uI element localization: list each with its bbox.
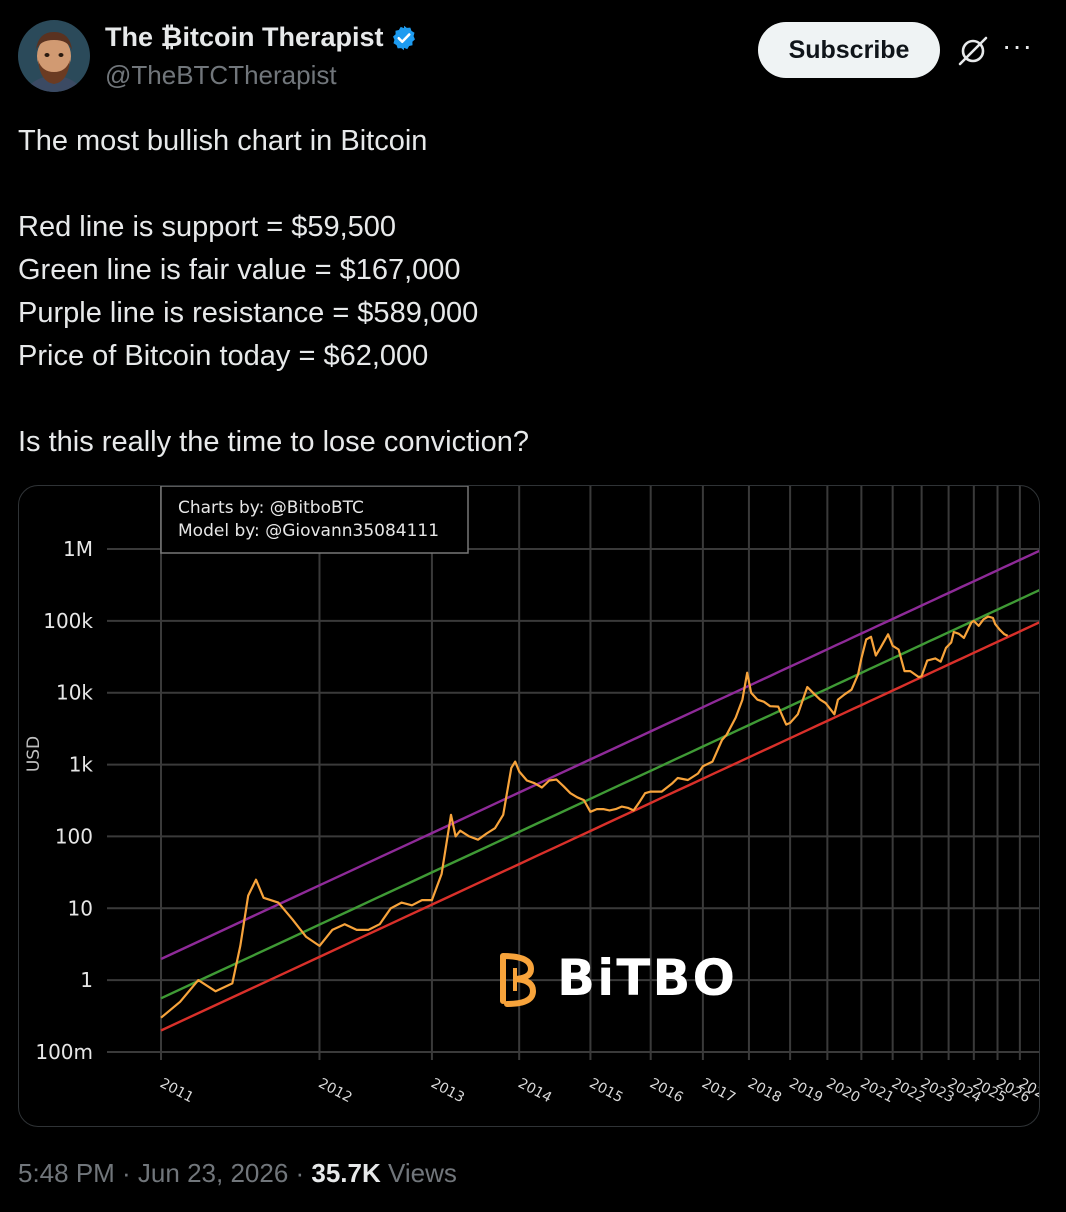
chart-x-tick-label: 2016 — [647, 1075, 686, 1106]
chart-x-tick-label: 2017 — [699, 1075, 738, 1106]
subscribe-button[interactable]: Subscribe — [758, 22, 940, 78]
chart-x-tick-label: 2019 — [786, 1075, 825, 1106]
bitbo-logo-icon — [500, 953, 537, 1007]
chart-y-tick-label: 1M — [63, 537, 93, 561]
chart-y-tick-label: 100 — [55, 824, 93, 848]
author-name[interactable]: The ₿itcoin Therapist — [105, 22, 418, 53]
chart-x-tick-label: 2015 — [587, 1075, 626, 1106]
chart-y-tick-label: 1k — [69, 753, 94, 777]
grok-icon[interactable] — [955, 33, 991, 69]
chart-credit-box: Charts by: @BitboBTC Model by: @Giovann3… — [160, 486, 469, 554]
chart-price-line — [160, 615, 1009, 1019]
post-line: Price of Bitcoin today = $62,000 — [18, 340, 429, 372]
chart-x-tick-label: 2018 — [745, 1075, 784, 1106]
chart-credit-line: Charts by: @BitboBTC — [178, 498, 364, 518]
post-footer: 5:48 PM · Jun 23, 2026 · 35.7K Views — [18, 1158, 457, 1189]
chart-y-axis-label: USD — [24, 736, 44, 772]
chart-y-ticks: 100m 1 10 100 1k 10k 100k 1M — [35, 537, 93, 1064]
post-line: Green line is fair value = $167,000 — [18, 254, 461, 286]
post-line: The most bullish chart in Bitcoin — [18, 125, 428, 157]
chart-x-tick-label: 2020 — [823, 1075, 862, 1106]
chart-x-tick-label: 2012 — [316, 1075, 355, 1106]
bitbo-wordmark: BiTBO — [557, 949, 737, 1007]
post-timestamp[interactable]: 5:48 PM · Jun 23, 2026 · — [18, 1158, 312, 1188]
chart-x-tick-label: 2014 — [515, 1075, 554, 1106]
post-text: The most bullish chart in Bitcoin Red li… — [18, 120, 1048, 464]
chart-y-tick-label: 100k — [43, 609, 93, 633]
more-options-icon[interactable]: ··· — [1002, 30, 1033, 61]
chart-y-tick-label: 1 — [80, 968, 93, 992]
chart-credit-line: Model by: @Giovann35084111 — [178, 521, 439, 541]
post-line: Red line is support = $59,500 — [18, 211, 397, 243]
views-count: 35.7K — [311, 1158, 381, 1188]
chart-y-tick-label: 100m — [35, 1040, 93, 1064]
chart-price-series — [160, 615, 1009, 1019]
chart-y-tick-label: 10 — [68, 896, 93, 920]
chart-x-tick-label: 2011 — [157, 1075, 196, 1106]
avatar[interactable] — [18, 20, 90, 92]
chart-support-line — [160, 621, 1039, 1032]
author-handle[interactable]: @TheBTCTherapist — [105, 60, 337, 90]
chart-x-tick-label: 2021 — [857, 1075, 896, 1106]
chart-grid — [107, 486, 1039, 1060]
chart-x-ticks: 2011 2012 2013 2014 2015 2016 2017 2018 20192020… — [157, 1075, 1039, 1106]
verified-badge-icon — [392, 25, 415, 50]
chart-fair-value-line — [160, 589, 1039, 1000]
author-name-text[interactable]: The ₿itcoin Therapist — [105, 22, 384, 52]
chart-y-tick-label: 10k — [56, 681, 93, 705]
bitbo-watermark: BiTBO — [500, 949, 737, 1007]
chart-resistance-line — [160, 549, 1039, 961]
post-line: Purple line is resistance = $589,000 — [18, 297, 479, 329]
chart-x-tick-label: 2013 — [428, 1075, 467, 1106]
chart-image[interactable]: 100m 1 10 100 1k 10k 100k 1M 2011 2012 2013 2014 20… — [18, 485, 1040, 1127]
post-line: Is this really the time to lose convicti… — [18, 426, 529, 458]
views-label: Views — [380, 1158, 457, 1188]
